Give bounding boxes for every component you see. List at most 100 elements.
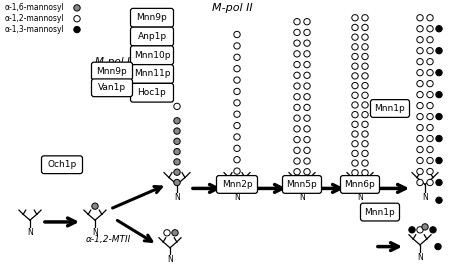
Circle shape <box>436 48 442 54</box>
Circle shape <box>304 147 310 153</box>
Circle shape <box>294 147 300 153</box>
Circle shape <box>294 158 300 164</box>
Circle shape <box>417 113 423 120</box>
Circle shape <box>427 48 433 54</box>
FancyBboxPatch shape <box>130 9 173 27</box>
Circle shape <box>362 111 368 118</box>
Text: Anp1p: Anp1p <box>137 32 166 41</box>
Text: Mnn11p: Mnn11p <box>134 69 170 78</box>
Circle shape <box>304 169 310 175</box>
Circle shape <box>427 26 433 32</box>
Circle shape <box>304 61 310 68</box>
FancyBboxPatch shape <box>130 83 173 102</box>
Circle shape <box>352 24 358 31</box>
Circle shape <box>436 92 442 98</box>
Circle shape <box>294 72 300 78</box>
Circle shape <box>234 122 240 129</box>
Circle shape <box>427 157 433 164</box>
Circle shape <box>436 179 442 186</box>
Text: Mnn10p: Mnn10p <box>134 51 170 60</box>
Text: Och1p: Och1p <box>47 160 77 169</box>
Circle shape <box>362 63 368 69</box>
Circle shape <box>234 145 240 152</box>
Circle shape <box>362 44 368 50</box>
Circle shape <box>417 168 423 175</box>
Text: N: N <box>299 193 305 202</box>
Text: Hoc1p: Hoc1p <box>137 88 166 97</box>
Circle shape <box>234 88 240 95</box>
Circle shape <box>294 19 300 25</box>
Circle shape <box>417 135 423 142</box>
Circle shape <box>234 65 240 72</box>
Circle shape <box>234 157 240 163</box>
Circle shape <box>352 121 358 127</box>
Circle shape <box>234 54 240 60</box>
Circle shape <box>304 83 310 89</box>
Circle shape <box>430 227 436 233</box>
Circle shape <box>362 24 368 31</box>
Circle shape <box>436 157 442 164</box>
Circle shape <box>304 19 310 25</box>
Circle shape <box>422 224 428 230</box>
FancyBboxPatch shape <box>130 27 173 46</box>
Circle shape <box>304 40 310 46</box>
Circle shape <box>362 82 368 89</box>
Circle shape <box>427 92 433 98</box>
Text: N: N <box>174 193 180 202</box>
Text: Mnn6p: Mnn6p <box>345 180 375 189</box>
Circle shape <box>427 69 433 76</box>
Circle shape <box>234 134 240 140</box>
Circle shape <box>304 158 310 164</box>
Circle shape <box>352 150 358 157</box>
Text: N: N <box>27 228 33 237</box>
Circle shape <box>352 179 358 186</box>
Circle shape <box>427 81 433 87</box>
Circle shape <box>352 15 358 21</box>
Text: N: N <box>234 193 240 202</box>
FancyBboxPatch shape <box>130 46 173 65</box>
Circle shape <box>294 136 300 143</box>
Circle shape <box>352 73 358 79</box>
Circle shape <box>427 59 433 65</box>
Circle shape <box>362 140 368 147</box>
Circle shape <box>417 102 423 109</box>
Circle shape <box>164 230 170 236</box>
Text: N: N <box>92 228 98 237</box>
Circle shape <box>74 26 80 33</box>
Circle shape <box>417 36 423 43</box>
Circle shape <box>352 140 358 147</box>
Circle shape <box>362 131 368 137</box>
Text: N: N <box>417 252 423 261</box>
FancyBboxPatch shape <box>42 156 82 174</box>
Circle shape <box>352 92 358 98</box>
Circle shape <box>435 243 441 250</box>
Circle shape <box>304 94 310 100</box>
Circle shape <box>234 168 240 174</box>
Circle shape <box>352 111 358 118</box>
Circle shape <box>294 104 300 111</box>
Text: N: N <box>357 193 363 202</box>
Circle shape <box>436 135 442 142</box>
Circle shape <box>436 197 442 203</box>
Circle shape <box>417 157 423 164</box>
Circle shape <box>294 179 300 186</box>
Circle shape <box>352 102 358 108</box>
Circle shape <box>352 53 358 60</box>
Circle shape <box>74 16 80 22</box>
Circle shape <box>304 29 310 36</box>
Circle shape <box>417 48 423 54</box>
Circle shape <box>174 128 180 134</box>
Circle shape <box>417 59 423 65</box>
Circle shape <box>352 34 358 40</box>
Circle shape <box>417 15 423 21</box>
Text: α-1,3-mannosyl: α-1,3-mannosyl <box>5 25 65 34</box>
Circle shape <box>362 160 368 166</box>
Circle shape <box>417 26 423 32</box>
Circle shape <box>409 227 415 233</box>
Text: Mnn5p: Mnn5p <box>287 180 318 189</box>
Circle shape <box>234 111 240 117</box>
Circle shape <box>234 31 240 38</box>
Circle shape <box>362 73 368 79</box>
Circle shape <box>427 36 433 43</box>
Text: N: N <box>167 255 173 264</box>
